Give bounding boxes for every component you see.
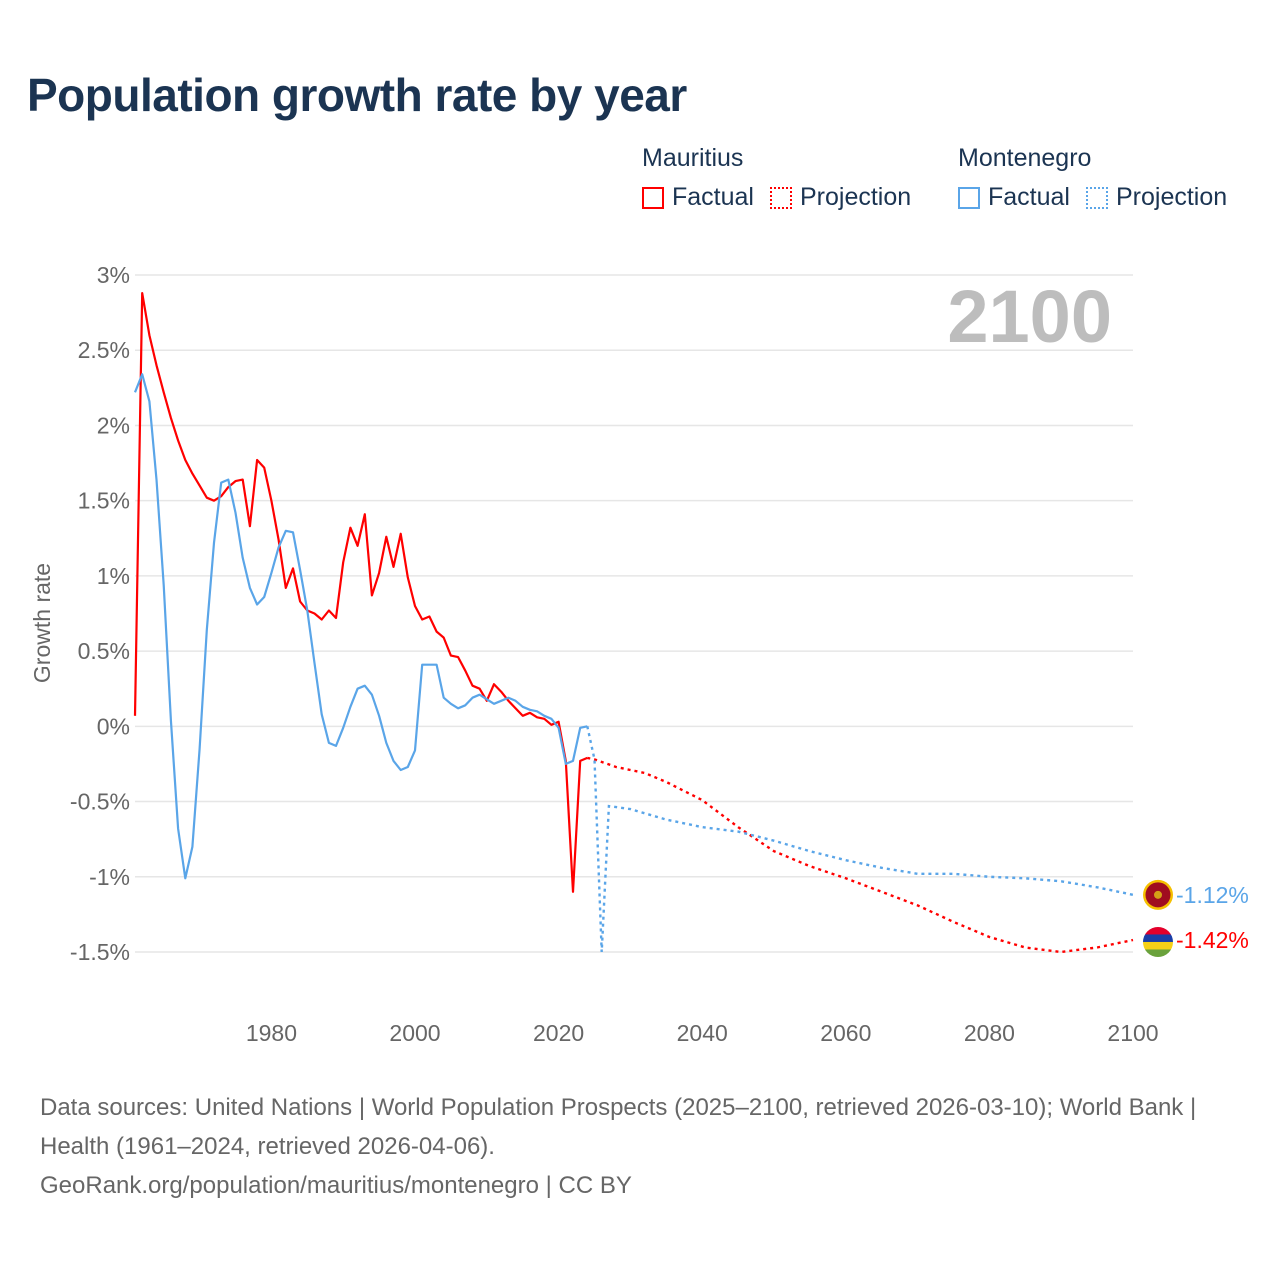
montenegro-projection-line	[586, 726, 1134, 953]
y-axis-label: Growth rate	[29, 563, 55, 683]
chart-title: Population growth rate by year	[27, 69, 687, 121]
x-tick-label: 2040	[677, 1020, 728, 1046]
legend-label: Projection	[1115, 183, 1228, 211]
y-tick-label: 3%	[97, 262, 130, 288]
y-tick-label: -1%	[89, 864, 130, 890]
y-tick-label: 2%	[97, 412, 130, 438]
y-tick-label: -0.5%	[70, 789, 130, 815]
legend-header-montenegro: Montenegro	[958, 144, 1092, 172]
x-tick-label: 2060	[820, 1020, 871, 1046]
flag-stripe	[1143, 926, 1173, 935]
legend-header-mauritius: Mauritius	[642, 144, 744, 172]
chart-plot: 3% 2.5% 2% 1.5% 1% 0.5% 0% -0.5% -1% -1.5% 1980 200…	[29, 262, 1249, 1046]
flag-emblem	[1154, 890, 1162, 899]
legend-swatch-dotted	[1085, 186, 1108, 209]
mauritius-factual-line	[133, 292, 588, 893]
x-tick-label: 1980	[246, 1020, 297, 1046]
legend-montenegro-projection[interactable]: Projection	[1085, 183, 1228, 212]
legend-label: Projection	[799, 183, 912, 211]
legend-label: Factual	[988, 183, 1070, 211]
y-tick-label: -1.5%	[70, 939, 130, 965]
montenegro-factual-line	[133, 373, 588, 880]
mauritius-end-value: -1.42%	[1176, 927, 1249, 953]
flag-stripe	[1143, 949, 1173, 957]
year-watermark: 2100	[947, 275, 1112, 358]
legend-label: Factual	[672, 183, 754, 211]
y-tick-label: 0.5%	[78, 638, 130, 664]
legend-mauritius: Mauritius Factual Projection	[642, 144, 927, 212]
y-tick-label: 0%	[97, 713, 130, 739]
montenegro-flag-icon	[1143, 879, 1173, 910]
flag-stripe	[1143, 934, 1173, 943]
x-tick-label: 2080	[964, 1020, 1015, 1046]
x-tick-label: 2000	[389, 1020, 440, 1046]
y-tick-label: 1%	[97, 563, 130, 589]
legend-swatch-solid	[642, 186, 664, 209]
legend-montenegro-factual[interactable]: Factual	[958, 183, 1070, 212]
mauritius-flag-icon	[1143, 926, 1173, 957]
montenegro-end-value: -1.12%	[1176, 882, 1249, 908]
footer: Data sources: United Nations | World Pop…	[40, 1088, 1240, 1205]
data-sources: Data sources: United Nations | World Pop…	[40, 1094, 1197, 1160]
legend-mauritius-projection[interactable]: Projection	[769, 183, 912, 212]
legend-montenegro: Montenegro Factual Projection	[958, 144, 1243, 212]
legend-swatch-solid	[958, 186, 980, 209]
flag-stripe	[1143, 941, 1173, 950]
source-link[interactable]: GeoRank.org/population/mauritius/montene…	[40, 1172, 632, 1199]
y-tick-label: 1.5%	[78, 488, 130, 514]
legend-mauritius-factual[interactable]: Factual	[642, 183, 754, 212]
legend-swatch-dotted	[769, 186, 792, 209]
x-tick-label: 2020	[533, 1020, 584, 1046]
x-tick-label: 2100	[1107, 1020, 1158, 1046]
mauritius-projection-line	[587, 756, 1134, 954]
flag-stripes	[1143, 926, 1173, 957]
y-tick-label: 2.5%	[78, 337, 130, 363]
